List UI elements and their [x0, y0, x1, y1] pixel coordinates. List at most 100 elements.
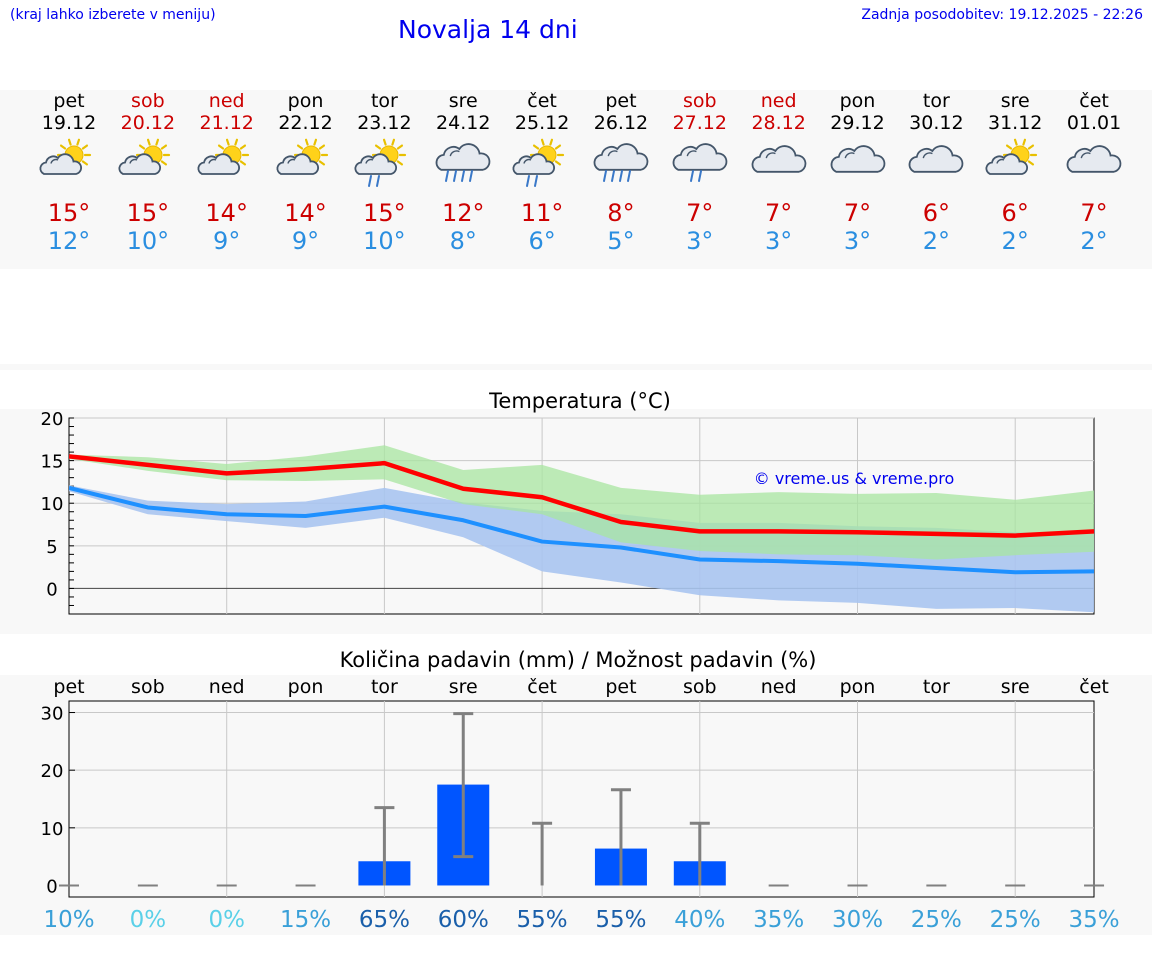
- day-date: 28.12: [751, 112, 806, 134]
- day-date: 20.12: [120, 112, 176, 134]
- precip-day-label: ned: [209, 676, 245, 698]
- sun-cloud-icon: [118, 138, 170, 175]
- temp-max: 12°: [441, 199, 485, 227]
- day-name: pon: [839, 90, 876, 112]
- cloud-icon: [830, 145, 885, 173]
- precip-day-label: ned: [761, 676, 797, 698]
- precip-day-label: čet: [527, 676, 557, 698]
- temp-min: 6°: [528, 227, 556, 255]
- sun-cloud-icon: [197, 138, 249, 175]
- day-column: sre 31.12 6° 2°: [976, 90, 1054, 269]
- day-column: sob 20.12 15° 10°: [109, 90, 187, 269]
- day-date: 31.12: [987, 112, 1043, 134]
- precip-probability: 35%: [1068, 907, 1119, 933]
- min-temp-line: [69, 485, 1094, 575]
- daily-forecast-strip: pet 19.12 15° 12° sob 20.12 15° 10° ned 21.12 14° 9…: [0, 90, 1152, 269]
- day-name: čet: [1079, 90, 1109, 112]
- sun-cloud-icon: [39, 138, 92, 175]
- day-column: tor 23.12 15° 10°: [345, 90, 423, 269]
- day-name: tor: [370, 90, 398, 112]
- last-updated: Zadnja posodobitev: 19.12.2025 - 22:26: [861, 7, 1143, 23]
- day-name: sre: [448, 90, 478, 112]
- precip-day-label: tor: [371, 676, 398, 698]
- precip-probability: 25%: [911, 907, 962, 933]
- day-name: pet: [605, 90, 637, 112]
- separator: [0, 364, 1152, 370]
- precip-probability: 0%: [208, 907, 245, 933]
- y-tick-label: 0: [46, 579, 57, 600]
- day-column: čet 01.01 7° 2°: [1055, 90, 1133, 269]
- day-date: 25.12: [514, 112, 570, 134]
- temp-min: 3°: [843, 227, 872, 255]
- day-name: čet: [527, 90, 557, 112]
- precip-day-label: sob: [683, 676, 717, 698]
- y-tick-label: 5: [46, 537, 57, 558]
- temp-max: 7°: [686, 199, 714, 227]
- temp-min: 2°: [1080, 227, 1108, 255]
- temp-min: 2°: [922, 227, 950, 255]
- temp-max: 6°: [922, 199, 950, 227]
- temp-max: 7°: [765, 199, 793, 227]
- y-tick-label: 0: [46, 876, 57, 897]
- temp-max: 14°: [205, 199, 248, 227]
- day-name: ned: [208, 90, 245, 112]
- temp-max: 11°: [520, 199, 564, 227]
- precip-probability: 60%: [438, 907, 489, 933]
- temp-min: 10°: [363, 227, 406, 255]
- temp-max: 14°: [284, 199, 327, 227]
- precip-day-label: sre: [1001, 676, 1030, 698]
- day-date: 30.12: [909, 112, 964, 134]
- precip-day-label: čet: [1079, 676, 1109, 698]
- precip-probability: 65%: [359, 907, 410, 933]
- day-column: tor 30.12 6° 2°: [897, 90, 975, 269]
- temp-max: 15°: [126, 199, 170, 227]
- precip-day-label: pet: [53, 676, 84, 698]
- y-tick-label: 20: [41, 409, 64, 430]
- day-column: sob 27.12 7° 3°: [661, 90, 739, 269]
- day-date: 24.12: [436, 112, 491, 134]
- precip-probability: 35%: [753, 907, 804, 933]
- temp-max: 7°: [843, 199, 872, 227]
- day-name: sob: [131, 90, 165, 112]
- temp-max: 6°: [1001, 199, 1029, 227]
- precip-probability: 55%: [595, 907, 646, 933]
- watermark: © vreme.us & vreme.pro: [754, 469, 955, 488]
- temp-min: 8°: [449, 227, 477, 255]
- temp-min: 12°: [47, 227, 91, 255]
- temp-chart-title: Temperatura (°C): [488, 389, 671, 413]
- day-date: 21.12: [199, 112, 254, 134]
- sun-cloud-icon: [276, 138, 328, 175]
- temp-min: 5°: [607, 227, 635, 255]
- cloud-icon: [1066, 145, 1122, 173]
- cloud-icon: [751, 145, 806, 173]
- cloud-icon: [908, 145, 964, 173]
- y-tick-label: 10: [41, 494, 64, 515]
- cloud-heavy-rain-icon: [435, 143, 491, 182]
- temp-min: 9°: [291, 227, 320, 255]
- temp-max: 8°: [607, 199, 635, 227]
- precip-day-label: tor: [923, 676, 950, 698]
- precip-day-label: pon: [840, 676, 876, 698]
- temp-min: 3°: [686, 227, 714, 255]
- day-date: 29.12: [830, 112, 885, 134]
- precip-plot-area: [68, 700, 1095, 898]
- min-temp-range-band: [69, 485, 1094, 613]
- precip-chart-title: Količina padavin (mm) / Možnost padavin …: [340, 648, 817, 672]
- sun-cloud-rain-icon: [512, 138, 565, 187]
- day-date: 19.12: [41, 112, 97, 134]
- day-date: 01.01: [1066, 112, 1122, 134]
- precip-probability: 25%: [990, 907, 1041, 933]
- y-tick-label: 15: [41, 452, 64, 473]
- day-date: 26.12: [593, 112, 649, 134]
- day-name: ned: [760, 90, 797, 112]
- day-date: 23.12: [357, 112, 412, 134]
- precip-probability: 10%: [43, 907, 94, 933]
- y-tick-label: 10: [41, 819, 64, 840]
- day-column: čet 25.12 11° 6°: [503, 90, 581, 269]
- precip-day-label: sob: [131, 676, 165, 698]
- day-column: pon 29.12 7° 3°: [819, 90, 897, 269]
- sun-cloud-icon: [985, 138, 1038, 175]
- day-name: tor: [922, 90, 950, 112]
- precip-probability: 55%: [517, 907, 568, 933]
